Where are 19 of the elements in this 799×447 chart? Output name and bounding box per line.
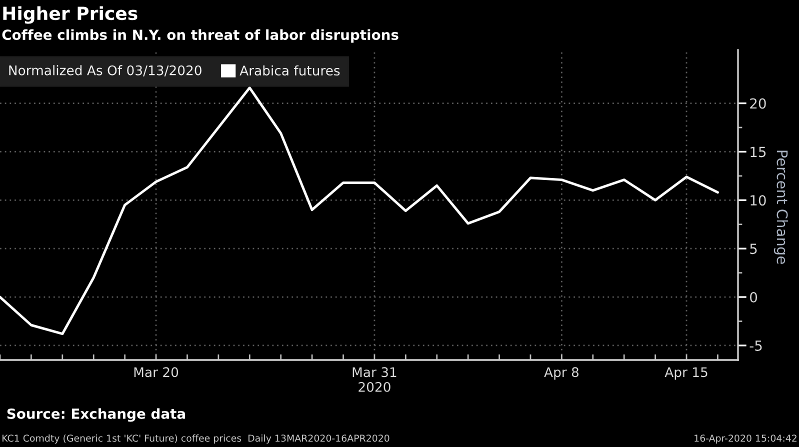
chart-title: Higher Prices bbox=[3, 6, 138, 24]
y-tick-label: 0 bbox=[750, 292, 758, 303]
x-tick-label: Apr 8 bbox=[544, 367, 578, 380]
source-note: Source: Exchange data bbox=[7, 408, 185, 422]
y-tick-label: 5 bbox=[750, 244, 757, 254]
x-tick-label: Apr 15 bbox=[664, 367, 708, 380]
x-tick-label: Mar 31 2020 bbox=[352, 367, 396, 392]
text: KC1 Comdty (Generic 1st 'KC' Future) coffee prices Daily 13MAR2020-16APR2020 bbox=[2, 434, 390, 444]
legend-title: Normalized As Of 03/13/2020 bbox=[9, 65, 202, 76]
line-series bbox=[0, 86, 719, 336]
legend-label: Arabica futures bbox=[240, 65, 340, 76]
y-axis-title: Percent Change bbox=[774, 150, 788, 264]
text: 16-Apr-2020 15:04:42 bbox=[694, 434, 796, 444]
y-tick-label: 20 bbox=[750, 98, 766, 109]
y-tick-label: -5 bbox=[750, 340, 762, 351]
y-tick-label: 10 bbox=[750, 195, 766, 206]
chart-subtitle: Coffee climbs in N.Y. on threat of labor disruptions bbox=[2, 29, 398, 43]
x-tick-label: Mar 20 bbox=[134, 367, 178, 378]
y-tick-label: 15 bbox=[750, 146, 766, 158]
